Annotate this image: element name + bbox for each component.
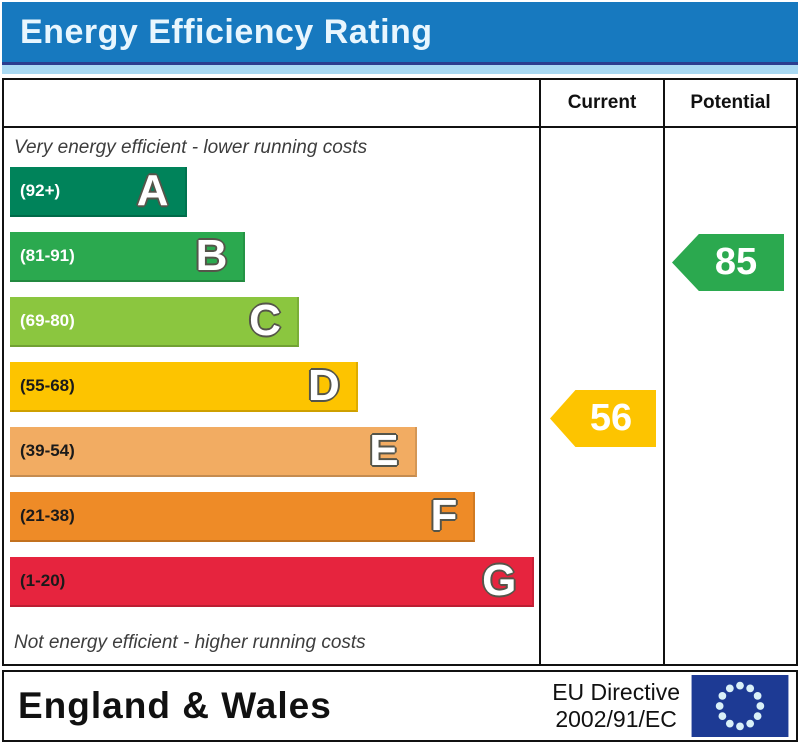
current-rating-value: 56 bbox=[589, 397, 633, 439]
title-strip bbox=[2, 65, 798, 74]
page-title: Energy Efficiency Rating bbox=[20, 12, 433, 51]
title-bar: Energy Efficiency Rating bbox=[2, 2, 798, 65]
rating-table: Current Potential Very energy efficient … bbox=[2, 78, 798, 666]
band-g-letter: G bbox=[482, 556, 517, 605]
band-b-range: (81-91) bbox=[20, 246, 75, 265]
header-spacer bbox=[4, 80, 541, 126]
band-a-range: (92+) bbox=[20, 181, 61, 200]
current-rating-arrow: 56 bbox=[550, 390, 656, 447]
potential-column: 85 bbox=[665, 128, 796, 664]
eu-directive-line2: 2002/91/EC bbox=[555, 706, 677, 732]
band-a: (92+) A bbox=[10, 167, 187, 217]
current-column-header: Current bbox=[541, 80, 665, 126]
band-b: (81-91) B bbox=[10, 231, 246, 282]
band-b-letter: B bbox=[195, 231, 228, 280]
eu-directive-label: EU Directive 2002/91/EC bbox=[552, 679, 680, 733]
band-d-letter: D bbox=[307, 361, 340, 410]
band-f-range: (21-38) bbox=[20, 506, 75, 525]
band-g: (1-20) G bbox=[10, 556, 535, 607]
band-f-letter: F bbox=[430, 491, 458, 540]
band-c-range: (69-80) bbox=[20, 311, 75, 330]
potential-column-header: Potential bbox=[690, 92, 771, 113]
band-e: (39-54) E bbox=[10, 427, 417, 477]
band-e-range: (39-54) bbox=[20, 441, 75, 460]
eu-directive-line1: EU Directive bbox=[552, 678, 680, 705]
band-e-letter: E bbox=[369, 426, 399, 475]
table-header: Current Potential bbox=[4, 80, 796, 128]
region-label: England & Wales bbox=[18, 685, 332, 726]
band-g-range: (1-20) bbox=[20, 571, 66, 590]
current-column: 56 bbox=[541, 128, 665, 664]
footer-bar: England & Wales EU Directive 2002/91/EC bbox=[2, 670, 798, 742]
band-f: (21-38) F bbox=[10, 491, 476, 542]
band-d: (55-68) D bbox=[10, 362, 358, 412]
eu-stars bbox=[715, 681, 765, 731]
band-d-range: (55-68) bbox=[20, 376, 75, 395]
bottom-note: Not energy efficient - higher running co… bbox=[14, 632, 366, 653]
table-body: Very energy efficient - lower running co… bbox=[4, 128, 796, 664]
band-c: (69-80) C bbox=[10, 297, 299, 347]
eu-flag-icon bbox=[691, 675, 789, 737]
bands-column: Very energy efficient - lower running co… bbox=[4, 128, 541, 664]
top-note: Very energy efficient - lower running co… bbox=[14, 137, 368, 158]
band-c-letter: C bbox=[249, 296, 281, 345]
potential-rating-arrow: 85 bbox=[672, 234, 784, 291]
potential-rating-value: 85 bbox=[714, 241, 758, 283]
band-a-letter: A bbox=[136, 166, 169, 215]
